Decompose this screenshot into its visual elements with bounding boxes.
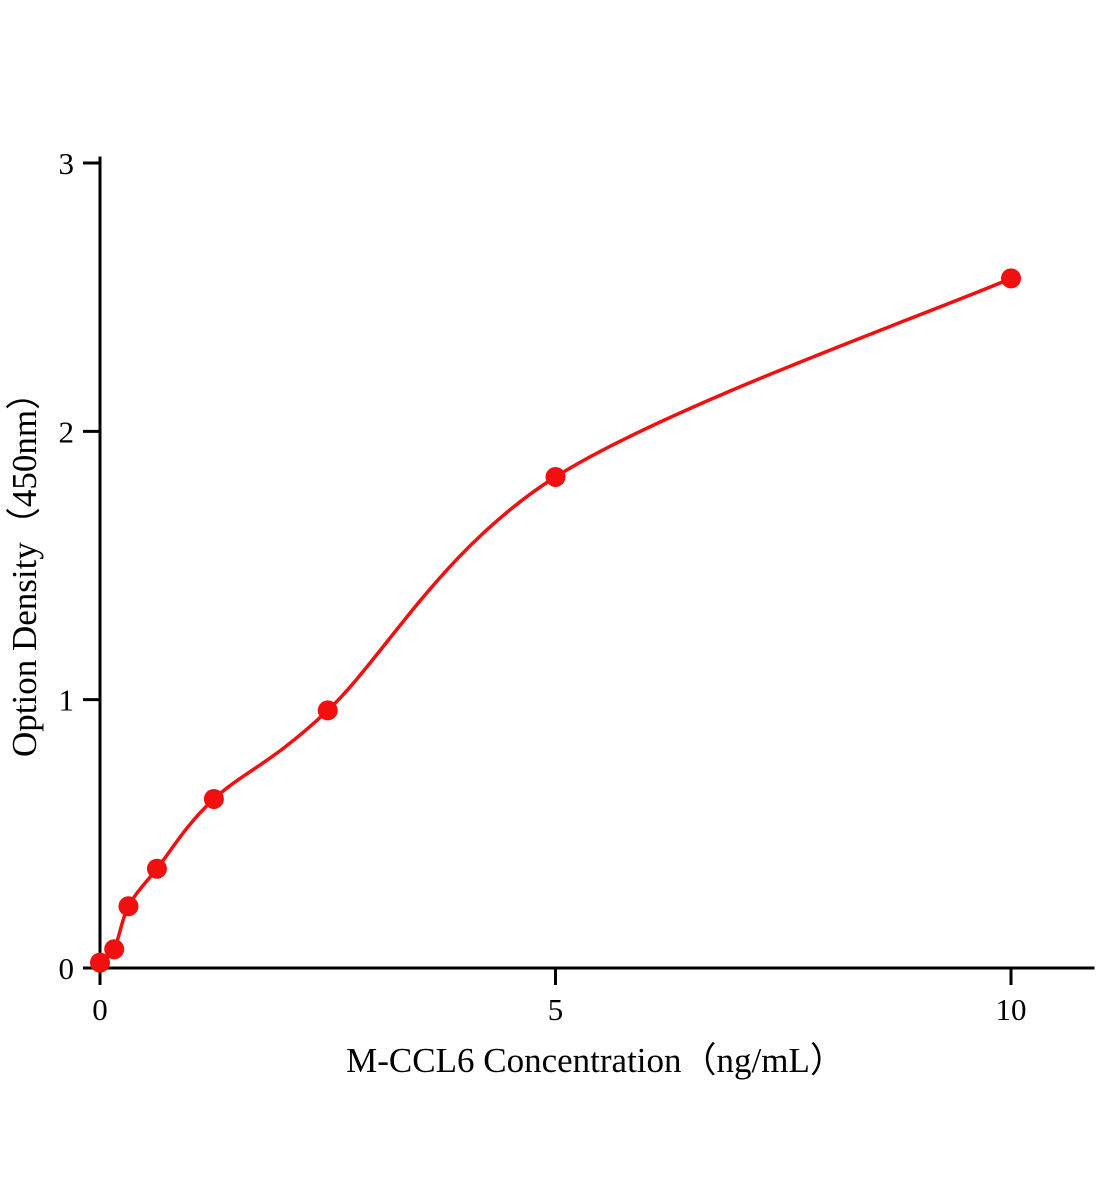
data-point — [118, 896, 139, 917]
data-point — [1001, 268, 1021, 289]
x-tick-label: 5 — [548, 992, 564, 1027]
y-axis-ticks: 0 1 2 3 — [59, 146, 100, 986]
x-axis-label: M-CCL6 Concentration（ng/mL） — [346, 1041, 845, 1080]
data-point — [90, 952, 110, 973]
data-point — [317, 700, 338, 721]
data-points — [90, 268, 1021, 973]
y-tick-label: 1 — [59, 683, 75, 718]
y-tick-label: 0 — [59, 951, 75, 986]
fit-curve — [98, 276, 1013, 965]
y-tick-label: 2 — [59, 414, 75, 449]
data-point — [104, 939, 125, 960]
x-tick-label: 10 — [996, 992, 1027, 1027]
data-point — [203, 788, 224, 809]
axes — [98, 156, 1095, 970]
x-tick-label: 0 — [92, 992, 108, 1027]
data-point — [545, 466, 566, 487]
y-axis-label: Option Density（450nm） — [5, 375, 44, 757]
y-tick-label: 3 — [59, 146, 75, 181]
data-point — [146, 858, 167, 879]
